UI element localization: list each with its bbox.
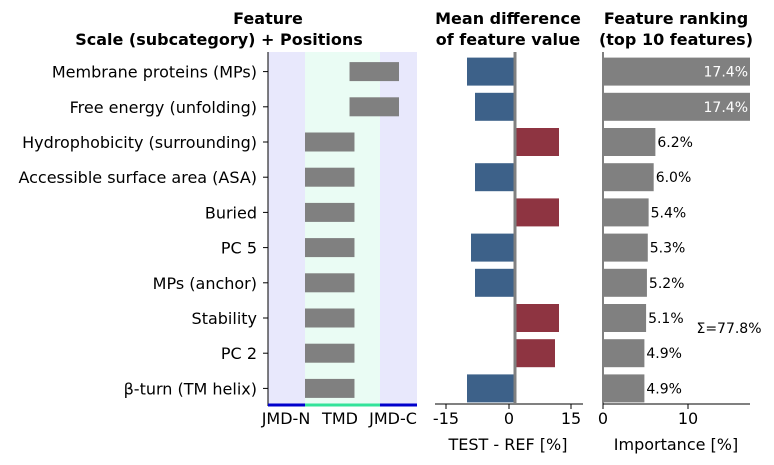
importance-value-label: 5.3% [650,241,686,257]
mean-diff-bar [475,92,515,121]
ranking-panel-title-line1: Feature ranking [604,9,748,28]
importance-value-label: 5.2% [649,276,685,292]
mean-diff-bar [515,304,559,332]
importance-bar [603,57,750,86]
importance-value-label: 5.4% [651,205,687,221]
jmd-n-region [268,52,305,405]
feature-panel-title-line1: Feature [233,9,303,28]
position-span-bar [305,378,355,398]
feature-label: MPs (anchor) [153,274,257,293]
feature-label: Free energy (unfolding) [70,98,257,117]
chart-marks: Membrane proteins (MPs) Free energy (unfo… [18,52,750,404]
importance-value-label: 17.4% [704,65,748,81]
importance-bar [603,198,649,227]
mean-diff-bar [515,198,559,227]
importance-value-label: 4.9% [646,381,682,397]
diff-xlabel: TEST - REF [%] [448,435,568,454]
diff-panel-title-line1: Mean difference [435,9,581,28]
mean-diff-bar [467,57,515,86]
importance-bar [603,233,648,262]
importance-value-label: 17.4% [704,100,748,116]
position-span-bar [305,273,355,293]
feature-label: PC 2 [221,344,257,363]
mean-diff-bar [515,339,555,368]
mean-diff-bar [475,163,515,192]
position-span-bar [305,343,355,363]
diff-xtick-15: 15 [561,409,581,428]
importance-value-label: 5.1% [648,311,684,327]
importance-bar [603,304,647,332]
importance-value-label: 6.2% [657,135,693,151]
ranking-xtick-0: 0 [598,409,608,428]
importance-bar [603,268,647,297]
position-span-bar [349,62,399,82]
feature-label: PC 5 [221,239,257,258]
mean-diff-bar [515,128,559,156]
position-span-bar [305,238,355,258]
diff-xtick-0: 0 [504,409,514,428]
position-span-bar [305,132,355,152]
importance-bar [603,339,645,368]
diff-xtick-neg15: -15 [433,409,459,428]
feature-label: β-turn (TM helix) [124,379,257,398]
diff-panel-title-line2: of feature value [436,30,581,49]
feature-label: Membrane proteins (MPs) [52,63,257,82]
feature-label: Stability [192,309,257,328]
feature-label: Accessible surface area (ASA) [18,168,257,187]
position-label-tmd: TMD [321,409,358,428]
feature-label: Buried [205,203,257,222]
feature-label: Hydrophobicity (surrounding) [22,133,257,152]
importance-value-label: 4.9% [646,346,682,362]
position-label-jmd-c: JMD-C [368,409,417,428]
importance-sum-label: Σ=77.8% [696,321,761,337]
importance-value-label: 6.0% [656,170,692,186]
mean-diff-bar [467,374,515,403]
mean-diff-bar [475,268,515,297]
ranking-xlabel: Importance [%] [614,435,738,454]
position-span-bar [305,202,355,222]
position-span-bar [305,167,355,187]
ranking-panel-title-line2: (top 10 features) [599,30,753,49]
position-span-bar [305,308,355,328]
position-label-jmd-n: JMD-N [261,409,311,428]
importance-bar [603,374,645,403]
feature-panel-title-line2: Scale (subcategory) + Positions [75,30,363,49]
importance-bar [603,92,750,121]
importance-bar [603,163,654,192]
mean-diff-bar [471,233,515,262]
ranking-xtick-10: 10 [678,409,698,428]
position-span-bar [349,97,399,117]
importance-bar [603,128,656,156]
